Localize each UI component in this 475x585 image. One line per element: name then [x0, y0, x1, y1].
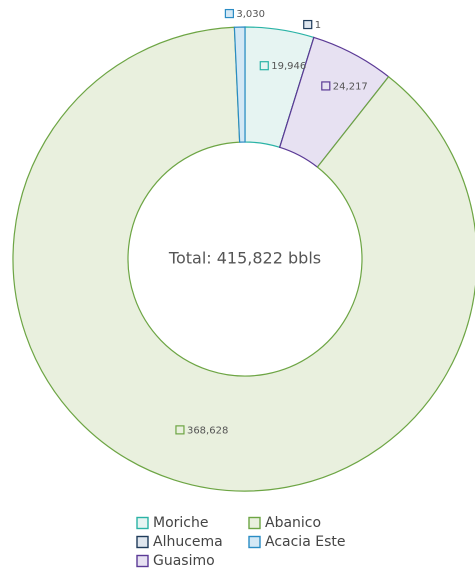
legend-swatch	[136, 554, 149, 568]
value-label: 368,628	[187, 425, 228, 436]
center-label: Total: 415,822 bbls	[168, 249, 321, 268]
slice	[12, 26, 475, 492]
legend-swatch	[136, 535, 149, 549]
legend-swatch	[136, 516, 149, 530]
legend-label: Guasimo	[153, 553, 215, 569]
value-label: 3,030	[236, 9, 265, 20]
legend-label: Moriche	[153, 515, 208, 531]
value-label-icon	[224, 8, 234, 19]
value-label-icon	[175, 425, 185, 435]
value-label: 24,217	[333, 81, 368, 92]
legend-label: Acacia Este	[265, 534, 345, 550]
legend-swatch	[248, 535, 261, 549]
legend: Moriche Alhucema Guasimo Abanico Acacia Este	[136, 515, 345, 569]
value-label: 1	[315, 20, 321, 31]
legend-label: Alhucema	[153, 534, 223, 550]
legend-label: Abanico	[265, 515, 321, 531]
labels: 19,946 1 24,217 368,628 3,030	[175, 8, 368, 436]
value-label-icon	[259, 61, 269, 71]
value-label-icon	[321, 81, 331, 91]
slice	[233, 26, 246, 143]
value-label: 19,946	[271, 61, 306, 72]
slices	[12, 26, 475, 492]
value-label-icon	[303, 19, 313, 30]
legend-swatch	[248, 516, 261, 530]
